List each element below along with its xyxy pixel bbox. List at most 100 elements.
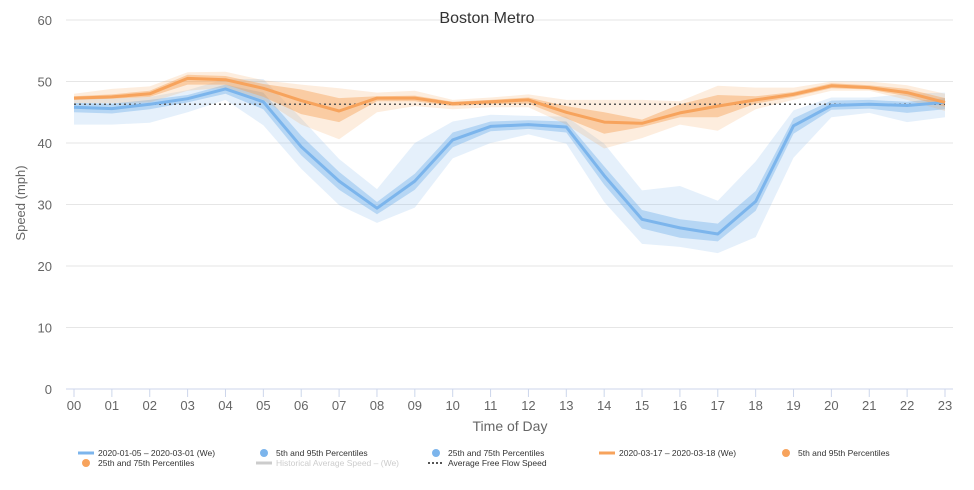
legend-label: Historical Average Speed – (We)	[276, 458, 399, 468]
legend: 2020-01-05 – 2020-03-01 (We) 5th and 95th…	[78, 448, 890, 468]
series-1-line[interactable]	[73, 76, 946, 125]
chart-title: Boston Metro	[439, 10, 534, 27]
series-0-point	[186, 98, 188, 100]
x-tick-label: 20	[824, 398, 838, 413]
series-0-point	[679, 227, 681, 229]
x-tick-label: 16	[673, 398, 687, 413]
x-tick-label: 15	[635, 398, 649, 413]
legend-dot-symbol	[782, 449, 790, 457]
series-1-band-25-75	[74, 74, 945, 134]
series-1-point	[111, 96, 113, 98]
series-1-point	[489, 101, 491, 103]
series-0-point	[792, 125, 794, 127]
series-0-point	[451, 139, 453, 141]
series-0-point	[754, 200, 756, 202]
y-tick-label: 0	[45, 382, 52, 397]
series-1-band-5-95	[74, 71, 945, 149]
legend-item[interactable]: 2020-01-05 – 2020-03-01 (We)	[78, 448, 215, 458]
legend-item[interactable]: 25th and 75th Percentiles	[82, 458, 194, 468]
series-0-point	[641, 218, 643, 220]
legend-label: 25th and 75th Percentiles	[98, 458, 194, 468]
series-0-point	[300, 145, 302, 147]
y-tick-label: 60	[38, 13, 52, 28]
series-0-line[interactable]	[73, 87, 946, 236]
legend-item[interactable]: Historical Average Speed – (We)	[256, 458, 399, 468]
legend-dot-symbol	[260, 449, 268, 457]
y-tick-label: 40	[38, 136, 52, 151]
series-1-point	[414, 97, 416, 99]
percentile-bands	[74, 71, 945, 254]
x-tick-label: 23	[938, 398, 952, 413]
x-tick-label: 11	[484, 398, 498, 413]
x-tick-label: 08	[370, 398, 384, 413]
series-0-point	[376, 207, 378, 209]
x-axis-label: Time of Day	[473, 418, 548, 434]
x-tick-label: 00	[67, 398, 81, 413]
series-0-point	[830, 104, 832, 106]
x-tick-label: 06	[294, 398, 308, 413]
series-0-point	[527, 123, 529, 125]
series-1-point	[868, 86, 870, 88]
x-tick-label: 12	[521, 398, 535, 413]
x-tick-label: 21	[862, 398, 876, 413]
x-tick-label: 19	[786, 398, 800, 413]
legend-item[interactable]: 25th and 75th Percentiles	[432, 448, 544, 458]
series-1-point	[300, 99, 302, 101]
series-1-point	[186, 77, 188, 79]
y-tick-label: 30	[38, 198, 52, 213]
series-0-point	[868, 103, 870, 105]
series-1-point	[149, 93, 151, 95]
x-tick-label: 18	[748, 398, 762, 413]
legend-item[interactable]: 5th and 95th Percentiles	[260, 448, 368, 458]
x-tick-label: 04	[218, 398, 232, 413]
legend-item[interactable]: 5th and 95th Percentiles	[782, 448, 890, 458]
x-tick-label: 09	[408, 398, 422, 413]
series-1-point	[679, 112, 681, 114]
x-tick-label: 01	[105, 398, 119, 413]
x-tick-label: 03	[180, 398, 194, 413]
series-1-point	[451, 102, 453, 104]
series-1-point	[754, 99, 756, 101]
series-0-point	[489, 125, 491, 127]
series-0-point	[149, 103, 151, 105]
series-1-point	[527, 99, 529, 101]
x-tick-label: 17	[711, 398, 725, 413]
legend-item[interactable]: Average Free Flow Speed	[428, 458, 547, 468]
legend-label: 2020-03-17 – 2020-03-18 (We)	[619, 448, 736, 458]
y-tick-label: 10	[38, 321, 52, 336]
series-1-point	[792, 93, 794, 95]
series-0-point	[262, 101, 264, 103]
series-1-point	[830, 85, 832, 87]
series-1-point	[73, 97, 75, 99]
legend-dot-symbol	[432, 449, 440, 457]
legend-label: 5th and 95th Percentiles	[276, 448, 368, 458]
series-1-point	[376, 97, 378, 99]
legend-item[interactable]: 2020-03-17 – 2020-03-18 (We)	[599, 448, 736, 458]
x-tick-label: 22	[900, 398, 914, 413]
series-1-point	[717, 105, 719, 107]
series-1-point	[906, 91, 908, 93]
series-0-point	[717, 233, 719, 235]
series-0-point	[603, 174, 605, 176]
series-1-point	[224, 78, 226, 80]
series-1-point	[338, 110, 340, 112]
series-0-point	[224, 88, 226, 90]
series-0-point	[338, 180, 340, 182]
x-tick-label: 02	[143, 398, 157, 413]
series-1-point	[262, 87, 264, 89]
legend-label: 2020-01-05 – 2020-03-01 (We)	[98, 448, 215, 458]
legend-label: 5th and 95th Percentiles	[798, 448, 890, 458]
x-tick-label: 10	[445, 398, 459, 413]
legend-label: 25th and 75th Percentiles	[448, 448, 544, 458]
series-0-band-5-95	[74, 79, 945, 254]
series-1-point	[944, 101, 946, 103]
series-0-point	[111, 107, 113, 109]
legend-dot-symbol	[82, 459, 90, 467]
series-1-point	[565, 111, 567, 113]
series-1-point	[641, 122, 643, 124]
x-tick-label: 07	[332, 398, 346, 413]
series-lines	[73, 76, 946, 236]
series-0-point	[906, 104, 908, 106]
series-1-point	[603, 121, 605, 123]
